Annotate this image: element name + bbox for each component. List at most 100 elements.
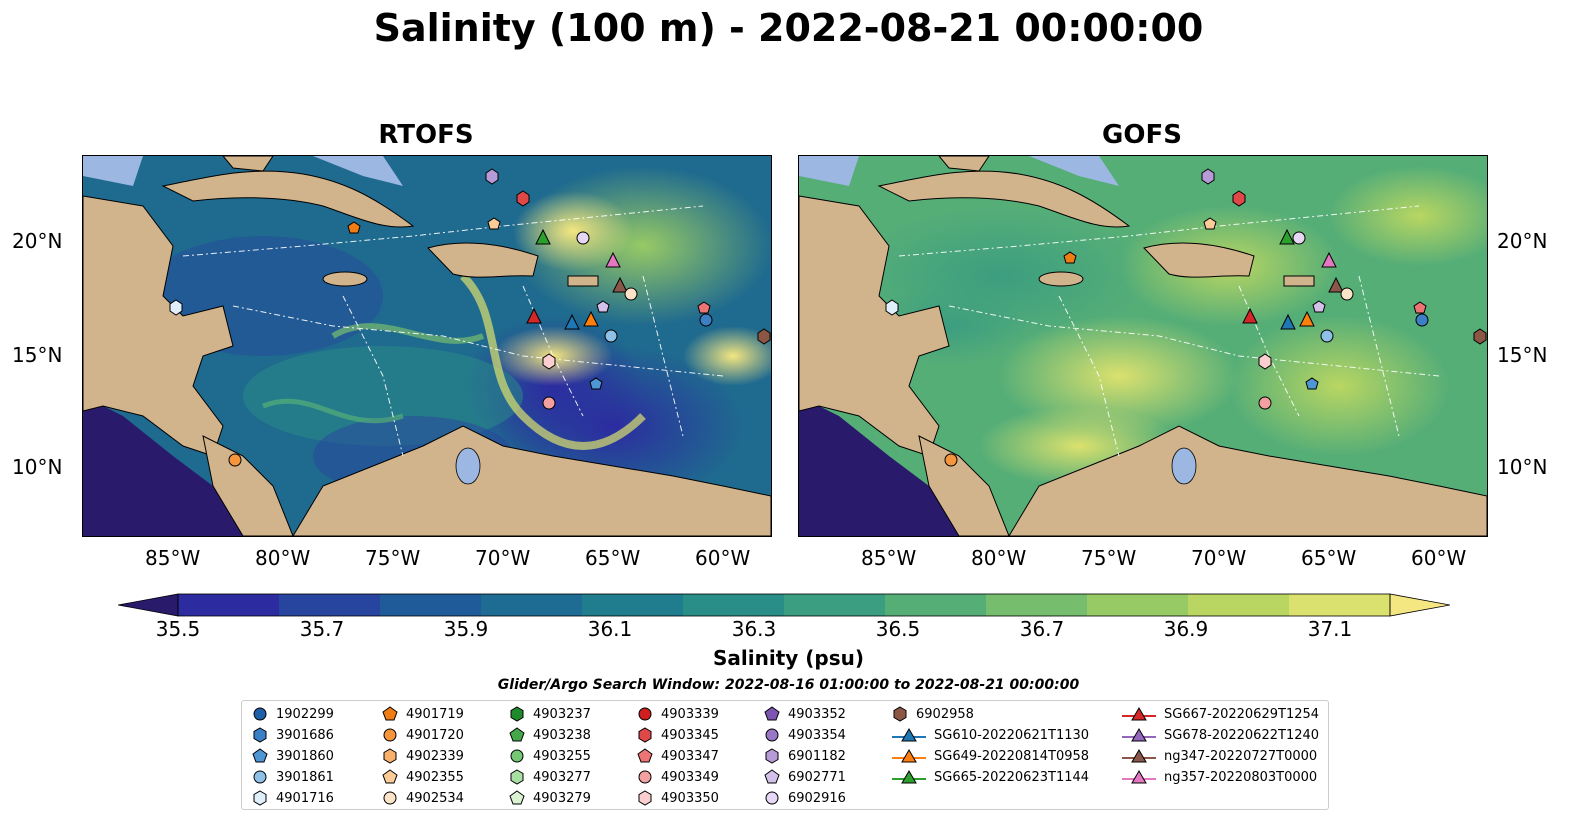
legend-item: 6902916 xyxy=(764,789,846,807)
legend-item-label: 4903352 xyxy=(788,706,846,722)
colorbar-segment xyxy=(178,594,280,616)
panel-title-gofs: GOFS xyxy=(1102,120,1182,150)
legend-item: SG665-20220623T1144 xyxy=(892,768,1089,786)
y-tick-label: 15°N xyxy=(1497,343,1548,367)
legend-item-label: 3901861 xyxy=(276,769,334,785)
x-tick-label: 60°W xyxy=(695,546,751,570)
colorbar-segment xyxy=(279,594,381,616)
legend-item: SG667-20220629T1254 xyxy=(1122,705,1319,723)
legend-item-label: 4903350 xyxy=(661,790,719,806)
legend-item: 4902339 xyxy=(382,747,464,765)
legend-item-label: 4903349 xyxy=(661,769,719,785)
colorbar-segment xyxy=(784,594,886,616)
x-tick-label: 75°W xyxy=(1081,546,1137,570)
legend-item-label: 6902916 xyxy=(788,790,846,806)
colorbar-segment xyxy=(380,594,482,616)
legend-item: 4903277 xyxy=(509,768,591,786)
legend-item: 4903255 xyxy=(509,747,591,765)
legend-item: 3901860 xyxy=(252,747,334,765)
x-tick-label: 70°W xyxy=(1191,546,1247,570)
legend-item: 4903237 xyxy=(509,705,591,723)
legend-item-label: 4902339 xyxy=(406,748,464,764)
legend-item-label: 4903347 xyxy=(661,748,719,764)
colorbar-tick-label: 36.5 xyxy=(875,617,921,641)
y-tick-label: 15°N xyxy=(12,343,63,367)
x-tick-label: 60°W xyxy=(1411,546,1467,570)
legend-item: 6902958 xyxy=(892,705,974,723)
legend-item-label: 4903345 xyxy=(661,727,719,743)
y-tick-label: 20°N xyxy=(1497,229,1548,253)
colorbar-tick-label: 35.9 xyxy=(443,617,489,641)
x-tick-label: 75°W xyxy=(365,546,421,570)
legend-item: 4903238 xyxy=(509,726,591,744)
legend-item: 4901719 xyxy=(382,705,464,723)
colorbar-segment xyxy=(885,594,987,616)
legend-item-label: 4903354 xyxy=(788,727,846,743)
legend-item-label: 3901686 xyxy=(276,727,334,743)
legend-item-label: SG610-20220621T1130 xyxy=(934,727,1090,743)
colorbar-segment xyxy=(582,594,684,616)
colorbar-segment xyxy=(481,594,583,616)
colorbar-tick-label: 35.5 xyxy=(155,617,201,641)
colorbar-label: Salinity (psu) xyxy=(712,646,864,670)
colorbar-segment xyxy=(683,594,785,616)
legend-item-label: 4901716 xyxy=(276,790,334,806)
legend-item: 1902299 xyxy=(252,705,334,723)
colorbar-tick-label: 35.7 xyxy=(299,617,345,641)
legend-item: 4903352 xyxy=(764,705,846,723)
x-tick-label: 85°W xyxy=(145,546,201,570)
colorbar-segment xyxy=(1188,594,1290,616)
legend-item-label: SG678-20220622T1240 xyxy=(1164,727,1320,743)
colorbar-segment xyxy=(1087,594,1189,616)
colorbar-tick-label: 36.9 xyxy=(1163,617,1209,641)
x-tick-label: 85°W xyxy=(861,546,917,570)
legend-item-label: 6902771 xyxy=(788,769,846,785)
legend-title: Glider/Argo Search Window: 2022-08-16 01… xyxy=(497,677,1080,693)
legend-item-label: 6901182 xyxy=(788,748,846,764)
legend-item: 3901861 xyxy=(252,768,334,786)
legend-item: SG610-20220621T1130 xyxy=(892,726,1089,744)
legend-item: 4903279 xyxy=(509,789,591,807)
legend-item-label: SG665-20220623T1144 xyxy=(934,769,1090,785)
x-tick-label: 70°W xyxy=(475,546,531,570)
legend-item-label: 4903237 xyxy=(533,706,591,722)
legend-item: 4902534 xyxy=(382,789,464,807)
legend-item-label: SG667-20220629T1254 xyxy=(1164,706,1320,722)
legend-item: 4902355 xyxy=(382,768,464,786)
map-panel-gofs xyxy=(798,155,1488,537)
legend-item-label: 6902958 xyxy=(916,706,974,722)
legend-item-label: SG649-20220814T0958 xyxy=(934,748,1090,764)
legend-item: 4903347 xyxy=(637,747,719,765)
legend-item: ng347-20220727T0000 xyxy=(1122,747,1317,765)
legend-item-label: ng357-20220803T0000 xyxy=(1164,769,1318,785)
legend-item-label: 4903339 xyxy=(661,706,719,722)
legend-item-label: 4901719 xyxy=(406,706,464,722)
x-tick-label: 65°W xyxy=(1301,546,1357,570)
panel-title-rtofs: RTOFS xyxy=(378,120,474,150)
colorbar xyxy=(118,593,1450,617)
legend-item: 4903350 xyxy=(637,789,719,807)
map-panel-rtofs xyxy=(82,155,772,537)
colorbar-tick-label: 36.7 xyxy=(1019,617,1065,641)
legend-item: SG678-20220622T1240 xyxy=(1122,726,1319,744)
legend-item: 4903345 xyxy=(637,726,719,744)
legend-item: 3901686 xyxy=(252,726,334,744)
legend-item: 4903354 xyxy=(764,726,846,744)
legend-item: 4901716 xyxy=(252,789,334,807)
legend-item: ng357-20220803T0000 xyxy=(1122,768,1317,786)
y-tick-label: 10°N xyxy=(1497,455,1548,479)
legend-item-label: 3901860 xyxy=(276,748,334,764)
legend-item-label: 4903279 xyxy=(533,790,591,806)
colorbar-tick-label: 37.1 xyxy=(1307,617,1353,641)
x-tick-label: 65°W xyxy=(585,546,641,570)
x-tick-label: 80°W xyxy=(971,546,1027,570)
legend: 1902299 3901686 3901860 3901861 4901716 49017… xyxy=(241,700,1329,810)
colorbar-tick-label: 36.1 xyxy=(587,617,633,641)
legend-item: 6901182 xyxy=(764,747,846,765)
colorbar-tick-label: 36.3 xyxy=(731,617,777,641)
y-tick-label: 10°N xyxy=(12,455,63,479)
legend-item: SG649-20220814T0958 xyxy=(892,747,1089,765)
legend-item-label: 4903255 xyxy=(533,748,591,764)
legend-item: 4903349 xyxy=(637,768,719,786)
legend-item-label: 4901720 xyxy=(406,727,464,743)
